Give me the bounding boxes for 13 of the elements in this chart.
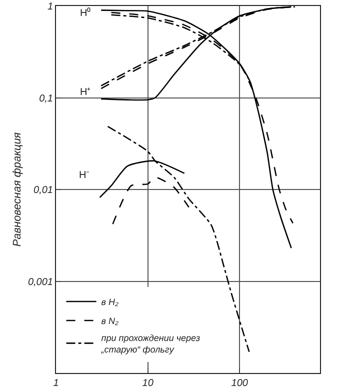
x-tick-label: 100 <box>231 378 248 389</box>
legend-label: в H₂ <box>101 297 119 307</box>
legend-label: при прохождении через „старую“ фольгу <box>100 332 200 355</box>
y-axis-title: Равновесная фракция <box>12 132 24 247</box>
legend-label: в N₂ <box>101 316 119 326</box>
y-tick-label: 1 <box>47 2 53 12</box>
y-tick-label: 0,001 <box>28 276 53 288</box>
annotation: H⁰ <box>80 7 92 19</box>
x-tick-label: 10 <box>142 378 154 389</box>
y-tick-label: 0,1 <box>39 93 53 104</box>
y-tick-label: 0,01 <box>34 185 53 196</box>
annotation: H⁻ <box>79 170 90 181</box>
annotation: H⁺ <box>80 87 92 98</box>
